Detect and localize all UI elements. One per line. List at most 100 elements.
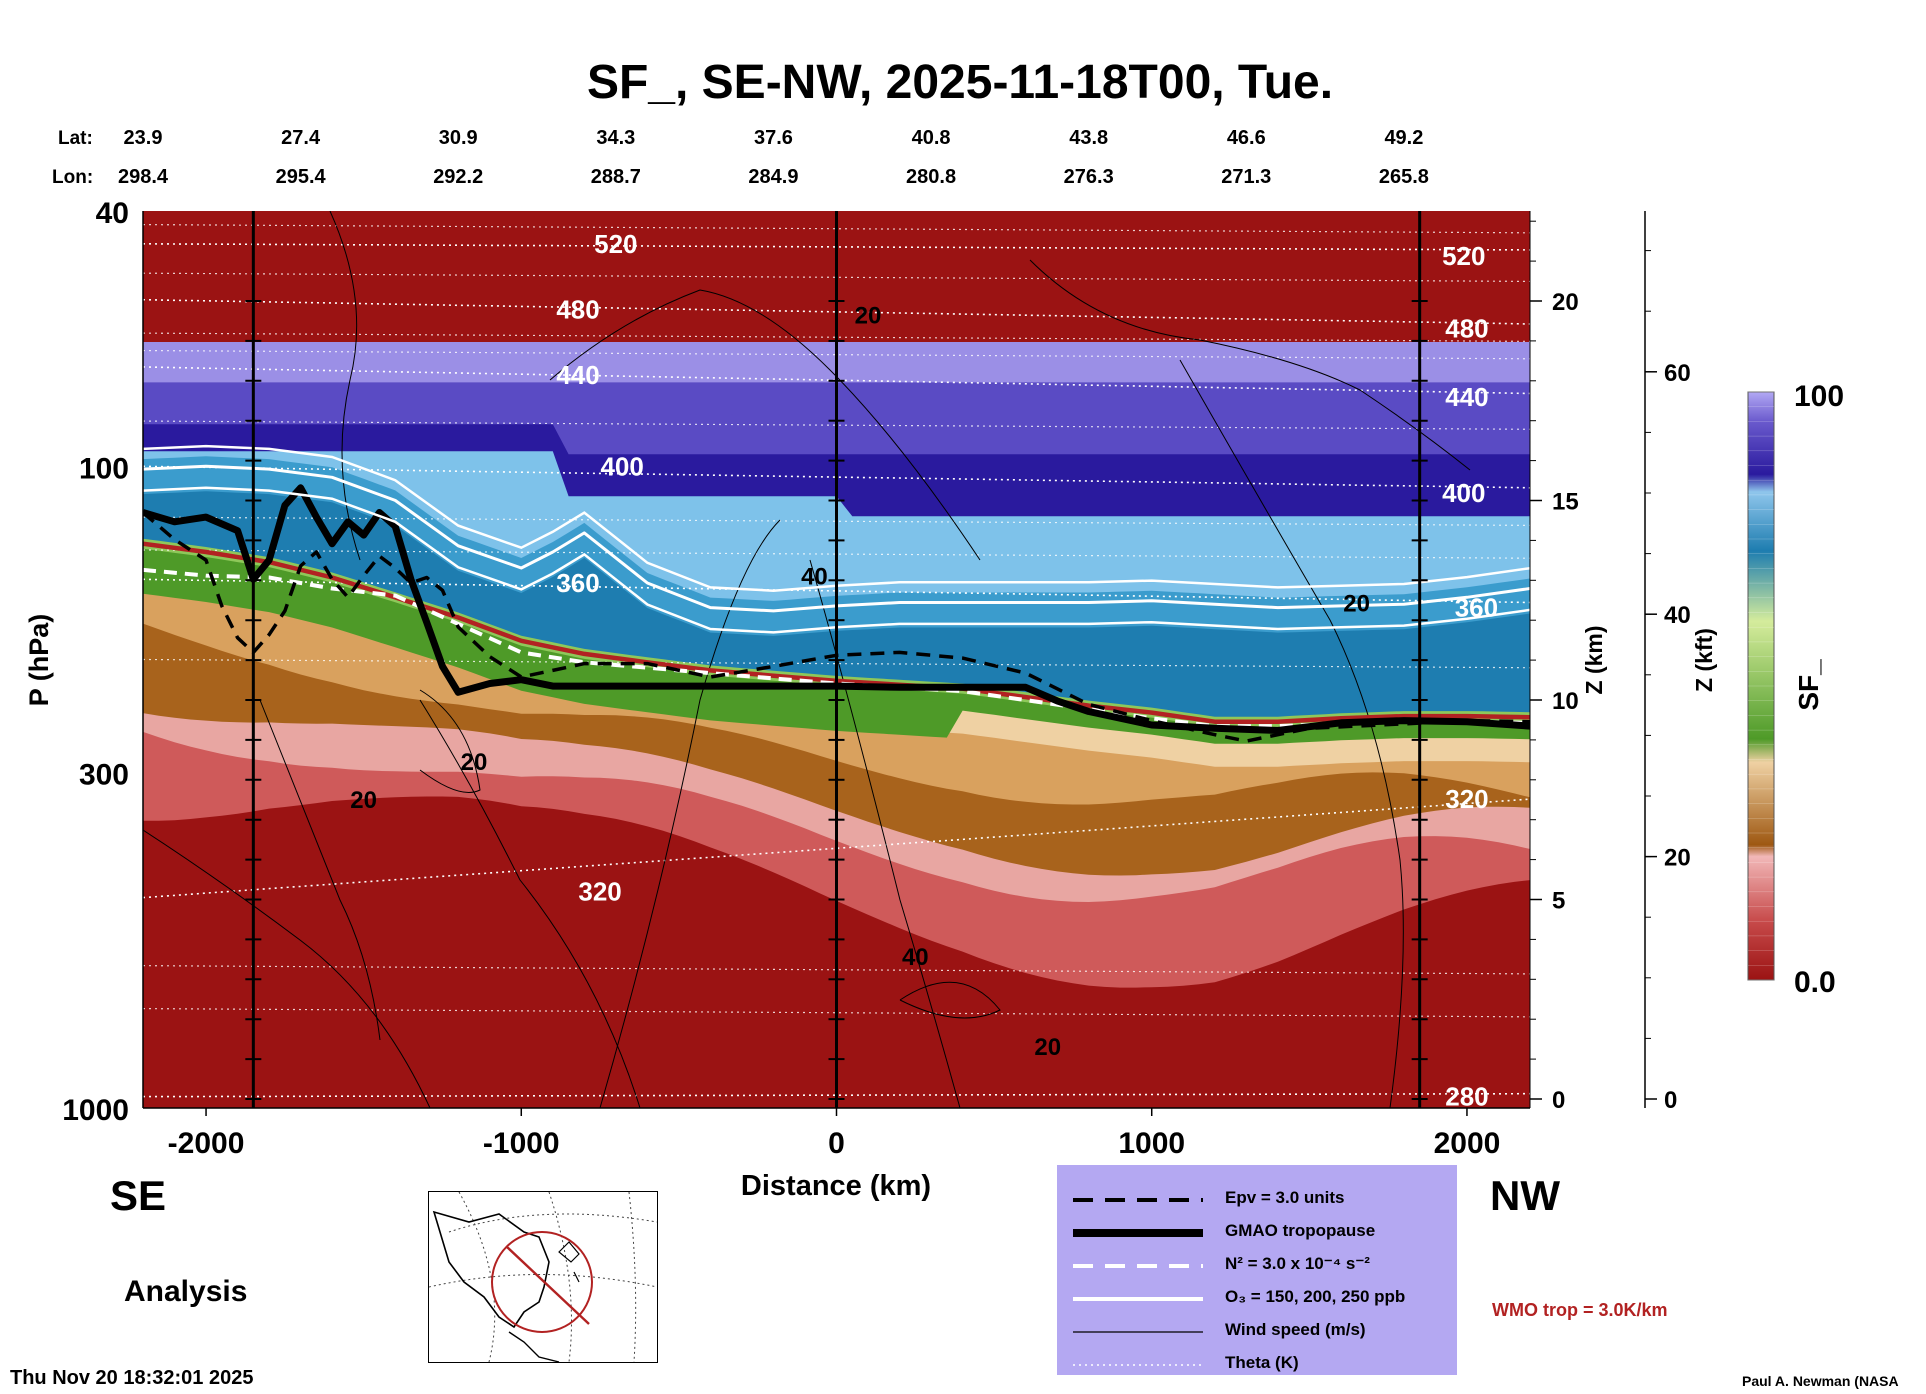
wind-contour-label: 40 (902, 944, 929, 971)
lon-label: Lon: (52, 167, 93, 188)
theta-contour-label: 320 (1445, 784, 1488, 814)
series-line-wmo-trop-3-0k-km (143, 541, 1530, 724)
latitude-value: 43.8 (1069, 127, 1108, 149)
legend-swatch (1073, 1259, 1203, 1269)
wind-contour-label: 20 (350, 787, 377, 814)
x-axis-label: Distance (km) (741, 1170, 931, 1202)
latitude-value: 40.8 (912, 127, 951, 149)
x-tick-label: 1000 (1118, 1127, 1185, 1160)
legend-item: N² = 3.0 x 10⁻⁴ s⁻² (1073, 1247, 1447, 1280)
latitude-value: 49.2 (1384, 127, 1423, 149)
series-line-epv-3-0-units (143, 511, 1530, 743)
series-line-gmao-tropopause (143, 484, 1530, 734)
legend-item: Theta (K) (1073, 1346, 1447, 1379)
legend-swatch (1073, 1193, 1203, 1203)
longitude-value: 295.4 (276, 166, 327, 188)
wmo-trop-note: WMO trop = 3.0K/km (1492, 1300, 1668, 1320)
theta-contour-label: 280 (1445, 1082, 1488, 1112)
analysis-label: Analysis (124, 1275, 248, 1308)
y-tick-label: 300 (79, 758, 129, 791)
legend-label: GMAO tropopause (1225, 1220, 1376, 1240)
legend-label: Wind speed (m/s) (1225, 1319, 1366, 1339)
wind-speed-contour (1029, 259, 1471, 471)
z-kft-tick-label: 60 (1664, 360, 1691, 387)
z-km-axis-label: Z (km) (1581, 626, 1607, 695)
wind-speed-contour (599, 519, 781, 1108)
author-credit: Paul A. Newman (NASA (1742, 1373, 1899, 1389)
colorbar (1747, 391, 1775, 981)
legend-label: O₃ = 150, 200, 250 ppb (1225, 1286, 1406, 1306)
theta-contour-label: 360 (556, 568, 599, 598)
latitude-value: 37.6 (754, 127, 793, 149)
theta-contour-label: 520 (1442, 241, 1485, 271)
wind-contour-label: 20 (461, 749, 488, 776)
latitude-value: 34.3 (596, 127, 635, 149)
x-tick-label: -1000 (483, 1127, 560, 1160)
colorbar-max-label: 100 (1794, 380, 1844, 413)
legend-swatch (1073, 1226, 1203, 1237)
theta-contour-label: 320 (578, 877, 621, 907)
z-km-tick-label: 0 (1552, 1087, 1565, 1114)
z-km-tick-label: 20 (1552, 289, 1579, 316)
y-tick-label: 1000 (62, 1094, 129, 1127)
longitude-value: 288.7 (591, 166, 641, 188)
globe-map-icon (428, 1191, 658, 1363)
legend-swatch (1073, 1325, 1203, 1335)
longitude-value: 284.9 (748, 166, 798, 188)
wind-contour-label: 20 (1343, 590, 1370, 617)
theta-contour-label: 480 (1445, 314, 1488, 344)
legend-item: O₃ = 150, 200, 250 ppb (1073, 1280, 1447, 1313)
legend-label: Theta (K) (1225, 1352, 1299, 1372)
theta-contour-label: 440 (556, 360, 599, 390)
legend-item: GMAO tropopause (1073, 1214, 1447, 1247)
chart-title: SF_, SE-NW, 2025-11-18T00, Tue. (587, 56, 1333, 109)
wind-speed-contour (259, 699, 381, 1041)
ozone-contour-250 (143, 486, 1530, 634)
plot-area: 520 480 440 400 360 320 520 480 440 400 360 320 280 2… (143, 211, 1530, 1112)
theta-contour-label: 440 (1445, 382, 1488, 412)
wind-speed-contour (899, 981, 1001, 1019)
colorbar-min-label: 0.0 (1794, 966, 1836, 999)
longitude-value: 292.2 (433, 166, 483, 188)
theta-contour-label: 480 (556, 295, 599, 325)
y-axis-label: P (hPa) (24, 614, 54, 707)
y-tick-label: 40 (96, 197, 129, 230)
direction-se-label: SE (110, 1172, 167, 1219)
legend: Epv = 3.0 units GMAO tropopause N² = 3.0 x… (1057, 1165, 1457, 1375)
wind-speed-contour (143, 829, 431, 1108)
timestamp: Thu Nov 20 18:32:01 2025 (10, 1367, 254, 1389)
ozone-contour-200 (143, 444, 1530, 592)
z-kft-tick-label: 0 (1664, 1087, 1677, 1114)
colorbar-label: SF_ (1793, 659, 1824, 711)
legend-item: Epv = 3.0 units (1073, 1181, 1447, 1214)
legend-label: N² = 3.0 x 10⁻⁴ s⁻² (1225, 1253, 1370, 1273)
wind-speed-contour (809, 559, 961, 1108)
wind-contour-label: 40 (801, 564, 828, 591)
z-km-tick-label: 15 (1552, 489, 1579, 516)
theta-line (143, 798, 1530, 899)
x-tick-label: 2000 (1434, 1127, 1501, 1160)
z-kft-tick-label: 20 (1664, 845, 1691, 872)
legend-swatch (1073, 1292, 1203, 1302)
wind-speed-contour (419, 689, 481, 793)
longitude-value: 265.8 (1379, 166, 1429, 188)
legend-item: Wind speed (m/s) (1073, 1313, 1447, 1346)
theta-contour-label: 400 (600, 451, 643, 481)
theta-contour-label: 360 (1455, 593, 1498, 623)
z-kft-axis-label: Z (kft) (1691, 628, 1717, 692)
latitude-value: 23.9 (124, 127, 163, 149)
series-line-o-150-200-250-ppb (143, 464, 1530, 613)
wind-contour-label: 20 (855, 303, 882, 330)
longitude-value: 280.8 (906, 166, 956, 188)
x-tick-label: -2000 (168, 1127, 245, 1160)
z-km-tick-label: 5 (1552, 888, 1565, 915)
lat-label: Lat: (58, 128, 93, 149)
y-tick-label: 100 (79, 452, 129, 485)
longitude-value: 276.3 (1064, 166, 1114, 188)
theta-contour-label: 400 (1442, 478, 1485, 508)
wind-contour-label: 20 (1034, 1034, 1061, 1061)
wind-speed-contour (549, 289, 981, 561)
x-tick-label: 0 (828, 1127, 845, 1160)
z-km-tick-label: 10 (1552, 688, 1579, 715)
